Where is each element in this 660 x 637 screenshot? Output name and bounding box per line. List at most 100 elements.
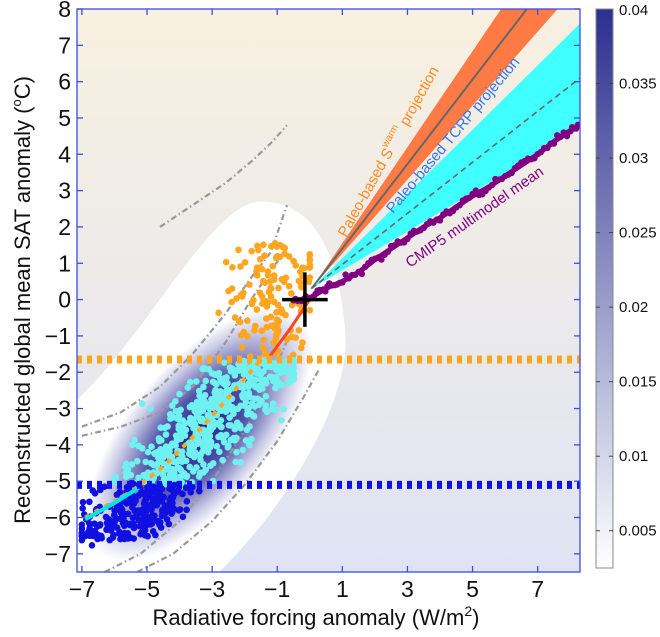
scatter-point bbox=[133, 457, 141, 465]
scatter-point bbox=[213, 443, 221, 450]
scatter-point bbox=[235, 318, 243, 325]
scatter-point bbox=[133, 511, 141, 519]
scatter-point bbox=[168, 440, 176, 447]
x-axis: −7 −5 −3 −1 1 3 5 7 bbox=[69, 9, 544, 602]
cmip5-point bbox=[358, 270, 366, 278]
scatter-point bbox=[276, 253, 284, 261]
scatter-point bbox=[193, 378, 200, 385]
scatter-point bbox=[287, 290, 295, 297]
scatter-point bbox=[246, 423, 253, 430]
scatter-point bbox=[222, 258, 230, 266]
scatter-point bbox=[218, 432, 226, 439]
scatter-point bbox=[278, 417, 285, 424]
scatter-point bbox=[207, 440, 215, 448]
cmip5-point bbox=[339, 279, 346, 286]
cmip5-point bbox=[488, 181, 496, 189]
scatter-point bbox=[144, 469, 152, 477]
scatter-point bbox=[127, 471, 135, 479]
y-tick-label: 1 bbox=[58, 250, 71, 276]
colorbar: 0.04 0.035 0.03 0.025 0.02 0.015 0.01 0.005 bbox=[595, 2, 657, 569]
scatter-point bbox=[106, 536, 114, 544]
colorbar-tick-label: 0.03 bbox=[619, 150, 648, 167]
scatter-point bbox=[237, 459, 245, 466]
y-tick-label: 7 bbox=[58, 32, 71, 58]
cmip5-point bbox=[378, 256, 385, 263]
scatter-point bbox=[178, 423, 186, 431]
scatter-point bbox=[259, 343, 266, 351]
colorbar-tick-label: 0.005 bbox=[619, 523, 657, 540]
colorbar-tick-label: 0.02 bbox=[619, 299, 648, 316]
scatter-point bbox=[198, 402, 205, 410]
scatter-point bbox=[306, 306, 314, 314]
scatter-point bbox=[213, 420, 221, 427]
scatter-point bbox=[143, 475, 151, 482]
scatter-point bbox=[241, 402, 248, 409]
scatter-point bbox=[262, 376, 269, 384]
scatter-point bbox=[209, 400, 217, 408]
scatter-point bbox=[239, 394, 247, 401]
y-tick-label: 5 bbox=[58, 105, 71, 131]
scatter-point bbox=[151, 499, 159, 506]
scatter-point bbox=[162, 443, 170, 450]
scatter-point bbox=[283, 336, 291, 343]
scatter-point bbox=[240, 360, 248, 367]
scatter-point bbox=[231, 372, 239, 379]
scatter-point bbox=[233, 295, 240, 302]
x-tick-label: −3 bbox=[199, 576, 225, 602]
scatter-point bbox=[153, 469, 161, 477]
cmip5-point bbox=[574, 121, 580, 128]
scatter-point bbox=[167, 497, 174, 504]
scatter-point bbox=[113, 491, 121, 499]
y-tick-label: −7 bbox=[45, 541, 71, 567]
scatter-point bbox=[160, 475, 168, 483]
cmip5-series bbox=[290, 121, 580, 305]
scatter-point bbox=[142, 489, 150, 496]
cmip5-point bbox=[563, 132, 571, 140]
scatter-point bbox=[179, 490, 186, 498]
scatter-point bbox=[220, 359, 228, 367]
scatter-point bbox=[113, 524, 121, 531]
scatter-point bbox=[210, 370, 218, 378]
scatter-point bbox=[235, 246, 242, 254]
scatter-point bbox=[144, 502, 152, 509]
scatter-point bbox=[91, 520, 98, 527]
scatter-point bbox=[206, 432, 214, 440]
scatter-point bbox=[168, 453, 176, 461]
scatter-point bbox=[200, 430, 207, 437]
scatter-point bbox=[163, 502, 171, 509]
scatter-point bbox=[148, 443, 155, 450]
scatter-point bbox=[147, 459, 155, 467]
y-tick-label: 6 bbox=[58, 69, 71, 95]
scatter-point bbox=[158, 512, 166, 520]
projection-central-line-1 bbox=[310, 77, 580, 290]
scatter-point bbox=[193, 398, 201, 406]
scatter-point bbox=[285, 253, 293, 260]
scatter-point bbox=[118, 506, 126, 514]
scatter-point bbox=[230, 410, 237, 417]
x-tick-label: 5 bbox=[466, 576, 479, 602]
scatter-point bbox=[269, 400, 277, 407]
scatter-point bbox=[212, 391, 219, 398]
scatter-point bbox=[184, 384, 192, 391]
scatter-point bbox=[263, 315, 270, 322]
scatter-point bbox=[241, 259, 249, 266]
scatter-point bbox=[251, 382, 258, 390]
scatter-point bbox=[216, 448, 223, 456]
scatter-point bbox=[285, 282, 293, 290]
scatter-point bbox=[186, 445, 193, 453]
scatter-point bbox=[259, 278, 267, 285]
scatter-point bbox=[263, 303, 271, 310]
scatter-point bbox=[187, 415, 195, 423]
scatter-point bbox=[124, 510, 132, 518]
scatter-point bbox=[231, 314, 239, 321]
scatter-point bbox=[215, 309, 222, 317]
scatter-point bbox=[176, 390, 183, 398]
scatter-point bbox=[254, 365, 262, 373]
scatter-point bbox=[290, 369, 297, 377]
scatter-point bbox=[153, 460, 161, 468]
scatter-point bbox=[110, 531, 117, 539]
scatter-point bbox=[281, 244, 289, 252]
scatter-point bbox=[163, 462, 170, 469]
scatter-point bbox=[237, 263, 244, 270]
scatter-point bbox=[243, 317, 251, 325]
